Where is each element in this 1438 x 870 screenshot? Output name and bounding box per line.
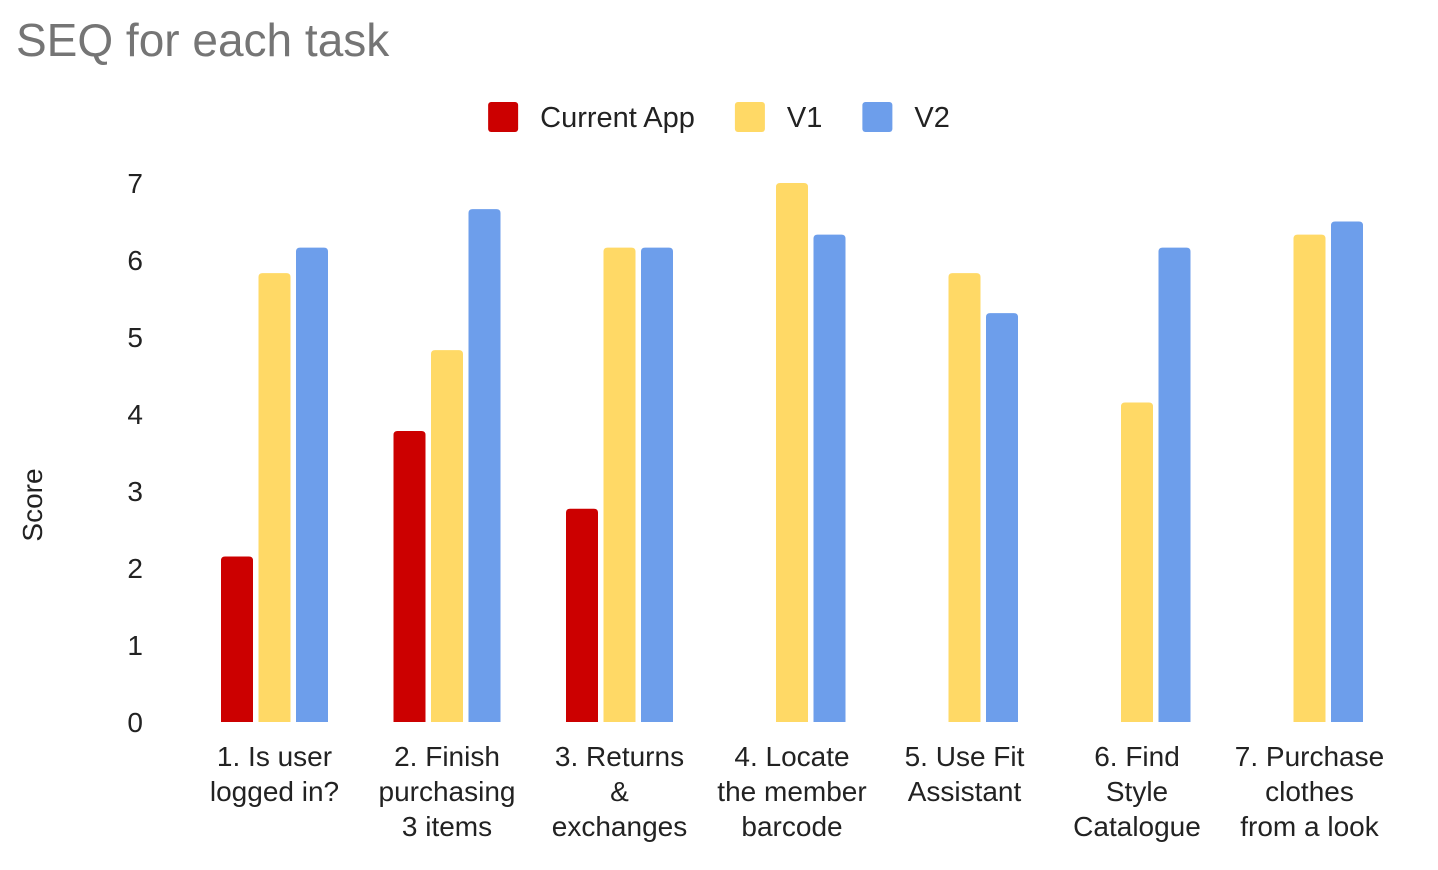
bar-current-app-task-1 [221, 556, 253, 722]
x-axis-labels: 1. Is user logged in? 2. Finish purchasing 3… [210, 741, 1384, 842]
y-tick-label: 2 [127, 553, 143, 584]
chart-title: SEQ for each task [16, 14, 390, 66]
y-tick-label: 6 [127, 245, 143, 276]
y-tick-label: 4 [127, 399, 143, 430]
legend-item-v2: V2 [862, 102, 950, 134]
bar-v1-task-3 [603, 247, 636, 722]
bar-v1-task-1 [258, 273, 291, 722]
y-tick-label: 5 [127, 322, 143, 353]
legend-label: Current App [540, 102, 695, 134]
legend-item-v1: V1 [734, 102, 822, 134]
legend-swatch [734, 102, 765, 132]
x-category-label-4: 4. Locate the member barcode [717, 741, 866, 842]
y-tick-label: 1 [127, 630, 143, 661]
x-category-label-3: 3. Returns & exchanges [552, 741, 687, 842]
bar-v1-task-4 [776, 183, 808, 722]
y-tick-label: 7 [127, 168, 143, 199]
y-axis-title: Score [17, 468, 48, 541]
bar-current-app-task-3 [566, 508, 598, 722]
chart-legend: Current App V1 V2 [488, 102, 950, 134]
bar-v1-task-7 [1293, 234, 1326, 722]
bar-v1-task-6 [1121, 402, 1153, 722]
legend-label: V1 [787, 102, 822, 134]
bar-v2-task-7 [1331, 221, 1363, 722]
bar-v2-task-5 [986, 313, 1018, 722]
bar-v1-task-2 [431, 350, 463, 722]
bar-current-app-task-2 [393, 430, 426, 722]
x-category-label-7: 7. Purchase clothes from a look [1235, 741, 1384, 842]
y-tick-label: 0 [127, 707, 143, 738]
y-axis-ticks: 0 1 2 3 4 5 6 7 [127, 168, 143, 738]
legend-label: V2 [914, 102, 949, 134]
legend-item-current-app: Current App [488, 102, 695, 134]
bar-v2-task-1 [296, 247, 328, 722]
legend-swatch [488, 102, 519, 132]
x-category-label-2: 2. Finish purchasing 3 items [379, 741, 516, 842]
bar-v2-task-2 [468, 209, 501, 722]
bar-v2-task-3 [641, 247, 673, 722]
bar-v2-task-6 [1158, 247, 1191, 722]
y-tick-label: 3 [127, 476, 143, 507]
legend-swatch [862, 102, 893, 132]
x-category-label-5: 5. Use Fit Assistant [905, 741, 1025, 807]
bar-v1-task-5 [948, 273, 981, 722]
x-category-label-6: 6. Find Style Catalogue [1073, 741, 1201, 842]
bars-group [221, 183, 1363, 722]
x-category-label-1: 1. Is user logged in? [210, 741, 339, 807]
bar-v2-task-4 [813, 234, 846, 722]
